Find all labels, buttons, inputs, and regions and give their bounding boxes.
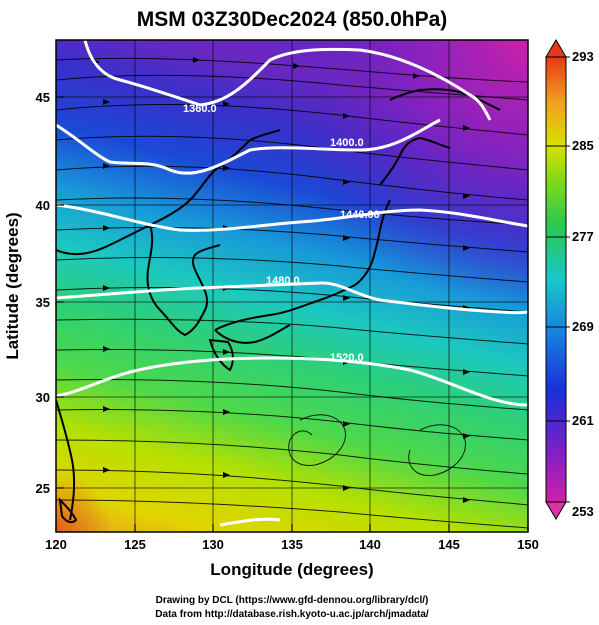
- colorbar: [545, 39, 570, 520]
- x-tick-130: 130: [202, 537, 224, 552]
- x-axis-label: Longitude (degrees): [210, 560, 373, 579]
- coastlines: [56, 88, 501, 524]
- y-tick-25: 25: [36, 481, 50, 496]
- plot-area: 1360.0 1400.0 1440.00 1480.0 1520.0: [56, 40, 528, 532]
- colorbar-body: [545, 56, 567, 503]
- contour-label-2: 1400.0: [330, 137, 364, 149]
- colorbar-tick-253: 253: [572, 504, 594, 519]
- x-tick-135: 135: [281, 537, 303, 552]
- height-contours: [56, 40, 528, 527]
- axis-tick-marks: [55, 96, 529, 532]
- y-tick-30: 30: [36, 390, 50, 405]
- contour-label-5: 1520.0: [330, 352, 364, 364]
- colorbar-tick-285: 285: [572, 138, 594, 153]
- colorbar-tick-261: 261: [572, 413, 594, 428]
- contour-label-4: 1480.0: [266, 275, 300, 287]
- colorbar-tick-269: 269: [572, 319, 594, 334]
- map-title: MSM 03Z30Dec2024 (850.0hPa): [137, 8, 448, 31]
- contour-label-1: 1360.0: [183, 103, 217, 115]
- wind-streamlines: [56, 57, 528, 529]
- y-tick-35: 35: [36, 295, 50, 310]
- contour-label-3: 1440.00: [340, 209, 380, 221]
- y-axis-label: Latitude (degrees): [3, 212, 22, 359]
- x-tick-145: 145: [438, 537, 460, 552]
- y-tick-40: 40: [36, 198, 50, 213]
- credit-line-2: Data from http://database.rish.kyoto-u.a…: [155, 609, 429, 620]
- colorbar-top-arrow: [545, 39, 567, 58]
- x-tick-120: 120: [45, 537, 67, 552]
- y-tick-45: 45: [36, 90, 50, 105]
- x-tick-150: 150: [517, 537, 539, 552]
- colorbar-tick-293: 293: [572, 49, 594, 64]
- x-tick-125: 125: [124, 537, 146, 552]
- colorbar-bottom-arrow: [545, 501, 567, 520]
- colorbar-ticks: [546, 56, 570, 503]
- colorbar-tick-277: 277: [572, 229, 594, 244]
- credit-line-1: Drawing by DCL (https://www.gfd-dennou.o…: [156, 595, 429, 606]
- x-tick-140: 140: [359, 537, 381, 552]
